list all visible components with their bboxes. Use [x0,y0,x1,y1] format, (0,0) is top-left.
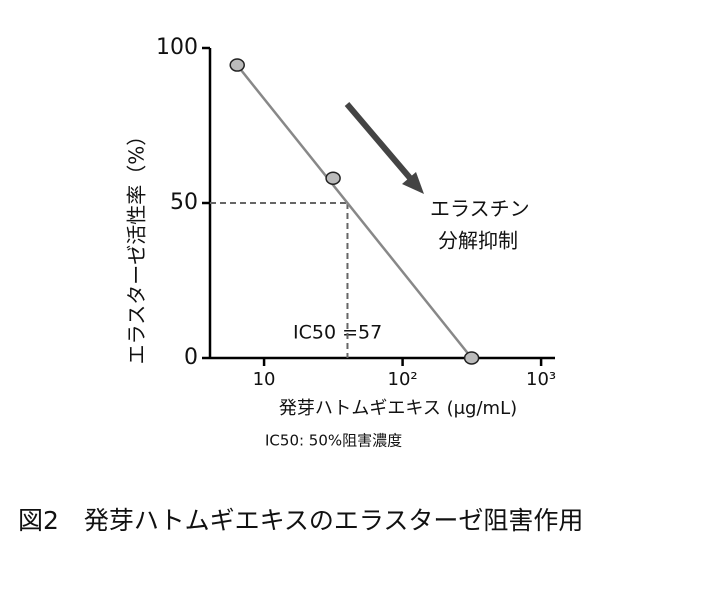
point [229,58,245,72]
annotation: IC50 =57 [293,322,382,344]
point [325,171,341,185]
x-tick-label: 10³ [526,369,556,390]
x-tick-label: 10² [388,369,418,390]
note: IC50: 50%阻害濃度 [265,432,402,450]
trendline [232,59,473,359]
arrow-shaft [344,102,413,180]
y-tick-label: 50 [170,190,198,215]
arrow-label: 分解抑制 [438,229,518,253]
arrow-label: エラスチン [430,197,530,221]
y-axis-label: エラスターゼ活性率（%） [125,126,149,365]
x-axis-label: 発芽ハトムギエキス (μg/mL) [279,398,517,419]
arrow-head [402,172,424,194]
y-tick-label: 0 [184,345,198,370]
x-tick-label: 10 [253,369,276,390]
caption: 図2 発芽ハトムギエキスのエラスターゼ阻害作用 [18,506,583,535]
y-tick-label: 100 [156,35,198,60]
point [463,351,480,365]
